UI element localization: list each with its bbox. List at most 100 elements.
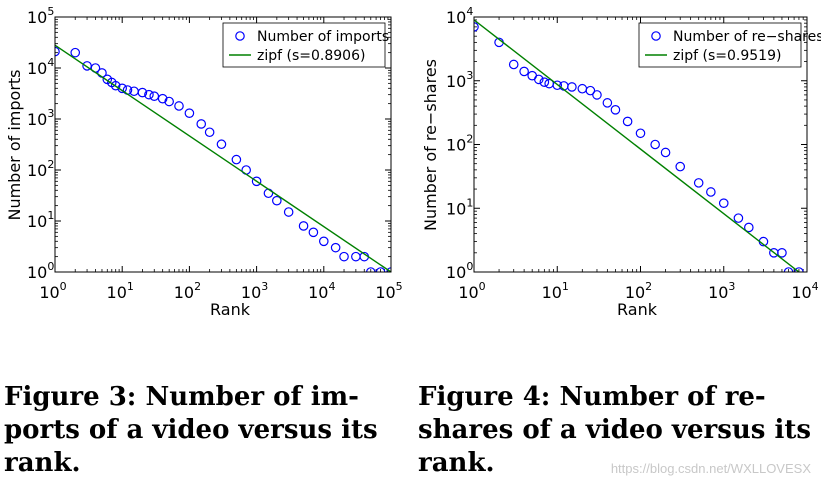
y-tick-base: 10 (446, 8, 466, 27)
y-tick-exp: 2 (47, 158, 54, 171)
y-tick-exp: 4 (466, 5, 473, 18)
data-point (610, 105, 621, 115)
data-point (474, 22, 479, 32)
figure-4-caption-label: Figure 4: (418, 382, 551, 412)
data-point (533, 74, 544, 85)
x-axis-label: Rank (617, 300, 658, 319)
data-point (519, 66, 529, 77)
series-zipf-line (55, 44, 391, 272)
y-tick-label: 100 (27, 260, 54, 282)
x-tick-base: 10 (458, 283, 478, 302)
data-point (251, 176, 262, 187)
x-tick-exp: 1 (562, 280, 569, 293)
x-tick-base: 10 (39, 283, 59, 302)
y-tick-exp: 5 (47, 5, 54, 18)
y-tick-base: 10 (27, 161, 47, 180)
data-point (330, 242, 341, 253)
data-point (144, 89, 154, 100)
y-axis-label: Number of re−shares (421, 59, 440, 231)
x-tick-label: 105 (375, 280, 402, 302)
x-tick-label: 104 (791, 280, 818, 302)
data-point (539, 77, 550, 87)
figure-3-caption-label: Figure 3: (4, 382, 137, 412)
data-point (675, 161, 686, 172)
legend-label: Number of re−shares (673, 29, 821, 45)
x-tick-base: 10 (107, 283, 127, 302)
data-point (650, 139, 660, 150)
y-tick-exp: 0 (47, 260, 54, 273)
y-tick-base: 10 (446, 199, 466, 218)
x-tick-base: 10 (542, 283, 562, 302)
x-tick-base: 10 (708, 283, 728, 302)
y-tick-exp: 0 (466, 260, 473, 273)
x-tick-base: 10 (308, 283, 328, 302)
data-point (585, 85, 596, 96)
y-tick-label: 104 (446, 5, 473, 27)
x-tick-label: 101 (542, 280, 569, 302)
x-tick-exp: 2 (645, 280, 652, 293)
x-tick-exp: 4 (812, 280, 819, 293)
x-tick-label: 102 (174, 280, 201, 302)
x-tick-base: 10 (375, 283, 395, 302)
data-point (318, 236, 329, 247)
figure-4-caption-text: Number of re- shares of a video versus i… (418, 382, 811, 478)
data-point (552, 80, 563, 91)
x-tick-exp: 3 (261, 280, 268, 293)
y-tick-label: 105 (27, 5, 54, 27)
data-point (508, 59, 519, 70)
x-tick-exp: 4 (328, 280, 335, 293)
figure-3-caption-text: Number of im- ports of a video versus it… (4, 382, 378, 478)
y-tick-exp: 2 (466, 133, 473, 146)
legend-marker-swatch (235, 31, 245, 41)
data-point (184, 108, 195, 118)
data-point (718, 198, 729, 209)
legend: Number of imports zipf (s=0.8906) (222, 22, 389, 68)
axes-frame (473, 16, 808, 273)
y-tick-exp: 1 (466, 196, 473, 209)
data-point (308, 227, 319, 238)
x-tick-exp: 2 (194, 280, 201, 293)
data-point (174, 101, 184, 111)
data-point (216, 139, 227, 150)
x-tick-base: 10 (241, 283, 261, 302)
watermark: https://blog.csdn.net/WXLLOVESX (610, 461, 811, 476)
figure-4-caption: Figure 4: Number of re- shares of a vide… (418, 381, 816, 480)
legend-marker-swatch (651, 31, 661, 41)
data-point (577, 83, 588, 94)
y-tick-base: 10 (446, 263, 466, 282)
data-point (204, 127, 215, 138)
zipf-fit-line (55, 44, 391, 272)
data-point (164, 96, 174, 107)
data-point (622, 116, 633, 127)
legend-label: zipf (s=0.9519) (673, 48, 781, 64)
x-tick-label: 103 (708, 280, 735, 302)
series-zipf-line (474, 19, 800, 272)
x-axis-label: Rank (210, 300, 251, 319)
y-tick-base: 10 (446, 136, 466, 155)
legend-box (638, 22, 802, 68)
y-tick-exp: 4 (47, 56, 54, 69)
x-tick-label: 100 (458, 280, 485, 302)
data-point (298, 221, 309, 231)
zipf-fit-line (474, 19, 800, 272)
data-point (70, 47, 81, 58)
series-data-markers (474, 22, 804, 272)
legend: Number of re−shares zipf (s=0.9519) (638, 22, 821, 68)
x-tick-label: 100 (39, 280, 66, 302)
legend-box (222, 22, 386, 68)
figure-3-chart: 100 101 102 103 104 105100101102103104105Numb… (5, 5, 403, 319)
y-tick-label: 103 (27, 107, 54, 129)
data-point (635, 128, 646, 139)
data-point (339, 251, 349, 262)
data-point (110, 80, 121, 91)
data-point (263, 188, 274, 199)
y-tick-label: 103 (446, 69, 473, 91)
y-tick-exp: 1 (47, 209, 54, 222)
x-tick-base: 10 (174, 283, 194, 302)
data-point (660, 147, 671, 158)
y-tick-base: 10 (446, 72, 466, 91)
data-point (744, 222, 754, 233)
x-tick-label: 104 (308, 280, 335, 302)
y-tick-label: 104 (27, 56, 54, 78)
x-tick-base: 10 (625, 283, 645, 302)
